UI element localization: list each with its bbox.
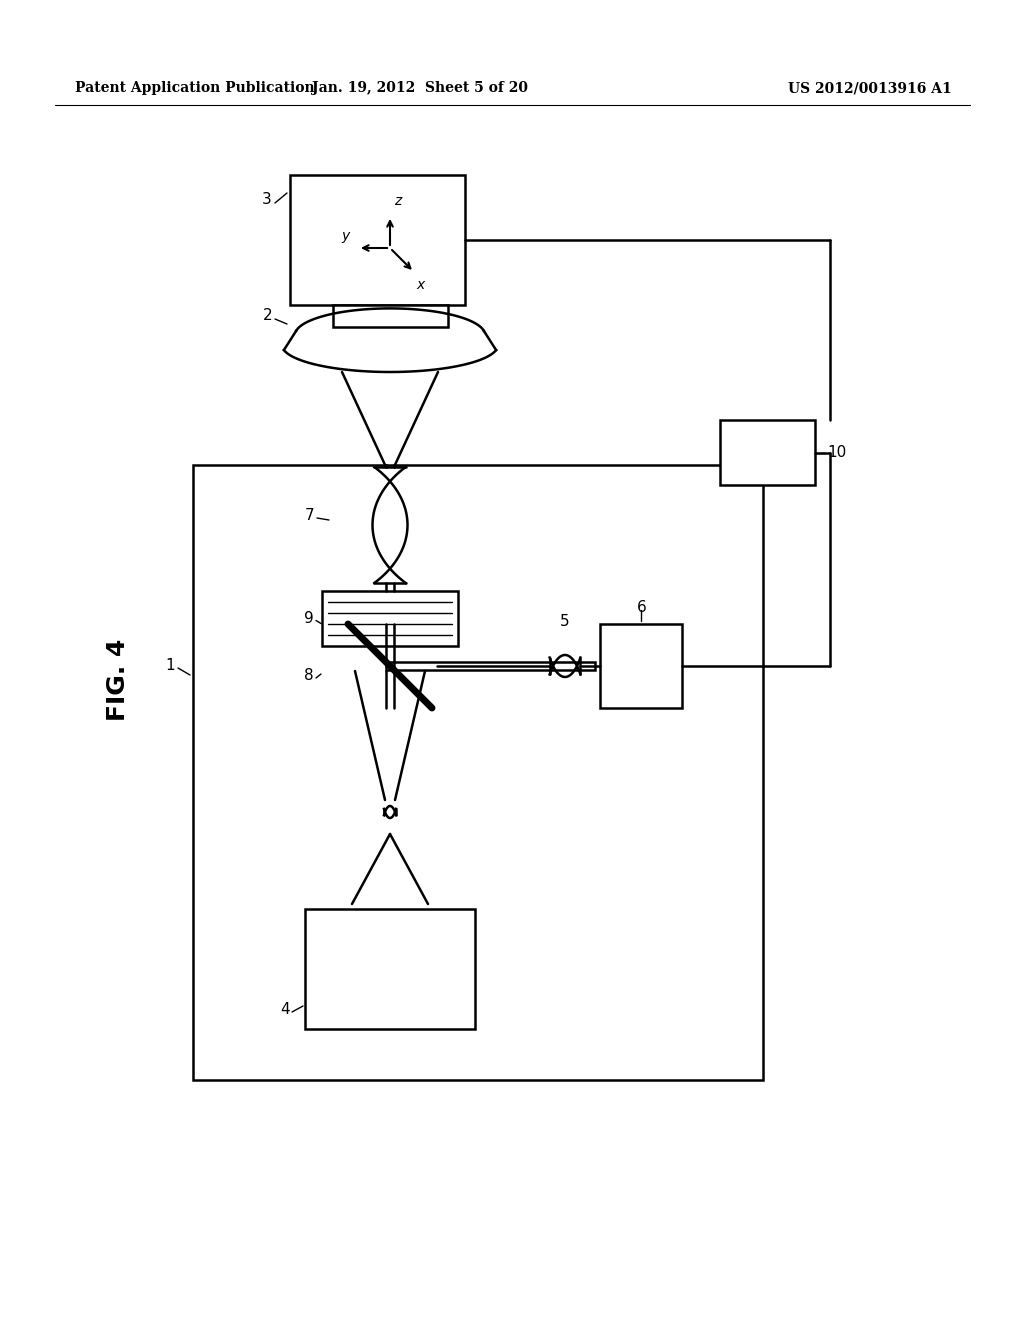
- Text: 3: 3: [262, 193, 272, 207]
- Text: 1: 1: [165, 657, 175, 672]
- Text: 2: 2: [262, 309, 272, 323]
- Text: US 2012/0013916 A1: US 2012/0013916 A1: [788, 81, 952, 95]
- Text: 7: 7: [304, 507, 314, 523]
- Text: 9: 9: [304, 611, 314, 626]
- Bar: [386, 663, 595, 671]
- Bar: [720, 420, 815, 484]
- Bar: [290, 176, 465, 305]
- Bar: [333, 305, 447, 327]
- Bar: [305, 909, 475, 1030]
- Text: z: z: [394, 194, 401, 209]
- Text: 8: 8: [304, 668, 314, 684]
- Bar: [600, 624, 682, 708]
- Bar: [322, 591, 458, 645]
- Text: x: x: [416, 279, 425, 292]
- Text: 6: 6: [637, 601, 646, 615]
- Text: FIG. 4: FIG. 4: [106, 639, 130, 721]
- Text: y: y: [342, 228, 350, 243]
- Text: 5: 5: [560, 615, 569, 630]
- Text: Jan. 19, 2012  Sheet 5 of 20: Jan. 19, 2012 Sheet 5 of 20: [312, 81, 528, 95]
- Bar: [193, 465, 763, 1080]
- Text: 10: 10: [827, 445, 846, 459]
- Text: Patent Application Publication: Patent Application Publication: [75, 81, 314, 95]
- Text: 4: 4: [281, 1002, 290, 1016]
